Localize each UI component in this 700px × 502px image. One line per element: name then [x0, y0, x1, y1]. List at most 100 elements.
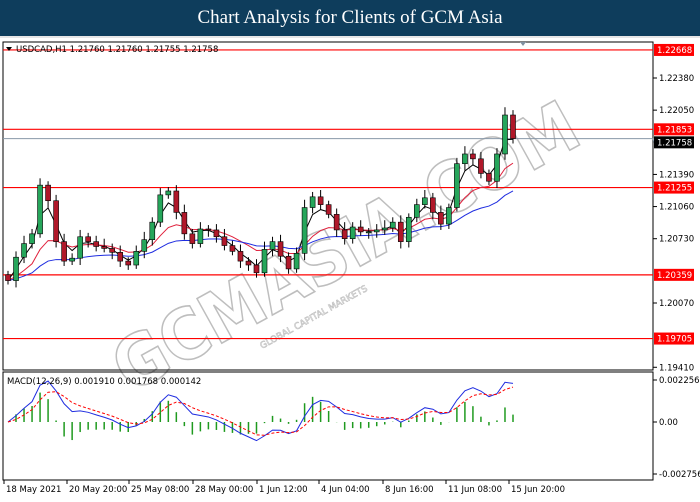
candle: [149, 217, 156, 246]
candle-body: [53, 200, 59, 242]
candle-body: [365, 231, 372, 234]
candle: [205, 225, 212, 237]
candle: [317, 190, 324, 210]
macd-header: MACD(12,26,9) 0.001910 0.001768 0.000142: [7, 377, 201, 387]
candle: [125, 257, 132, 270]
watermark: GCMASIA.COM GLOBAL CAPITAL MARKETS: [98, 84, 594, 409]
candle: [69, 253, 75, 266]
candle-body: [357, 226, 364, 233]
candle: [405, 213, 412, 248]
candle-body: [301, 207, 308, 254]
candle-body: [45, 184, 51, 202]
current-price-label: 1.21758: [657, 138, 692, 148]
y-tick-label: 1.22380: [659, 74, 694, 84]
x-tick-label: 18 May 2021: [6, 485, 61, 495]
level-label-bg: [654, 332, 694, 345]
candle: [133, 245, 140, 269]
candle: [109, 243, 116, 260]
ma-slow-line: [7, 190, 514, 282]
page-title: Chart Analysis for Clients of GCM Asia: [0, 0, 700, 36]
candle: [141, 231, 148, 259]
candle-body: [237, 251, 244, 262]
candle-body: [349, 226, 356, 240]
x-tick-label: 8 Jun 16:00: [385, 485, 434, 495]
candle-body: [293, 253, 300, 270]
candle-body: [13, 256, 19, 281]
candle: [470, 149, 476, 165]
candle: [197, 222, 204, 248]
candle: [341, 222, 348, 245]
symbol-header: USDCAD,H1 1.21760 1.21760 1.21755 1.2175…: [16, 45, 218, 55]
candle-body: [397, 221, 404, 242]
candle-body: [285, 255, 292, 270]
level-label: 1.21255: [657, 184, 692, 194]
watermark-brand: GCMASIA.COM: [98, 85, 593, 409]
candle: [229, 240, 236, 256]
candle: [277, 234, 284, 263]
candle: [373, 224, 380, 238]
candle-body: [109, 248, 116, 253]
candle-body: [229, 245, 236, 252]
candle-body: [405, 216, 412, 242]
candle-body: [381, 227, 388, 231]
candle-body: [245, 260, 252, 266]
candle: [269, 236, 276, 257]
candle-body: [317, 196, 324, 205]
candle: [101, 238, 107, 253]
candle: [53, 194, 59, 248]
candle-body: [470, 153, 476, 160]
x-tick-label: 15 Jun 20:00: [511, 485, 565, 495]
candle: [414, 198, 420, 223]
candle-body: [77, 236, 83, 259]
x-tick-label: 20 May 20:00: [69, 485, 127, 495]
chart-shift-marker-icon[interactable]: [520, 42, 526, 46]
candle: [301, 199, 308, 261]
candle-body: [213, 229, 220, 238]
candle-body: [189, 233, 196, 244]
candle-body: [478, 158, 484, 174]
candle: [45, 181, 51, 208]
y-tick-label: 1.21060: [659, 203, 694, 213]
candle: [446, 203, 452, 229]
y-tick-label: 1.21390: [659, 170, 694, 180]
chart-canvas[interactable]: GCMASIA.COM GLOBAL CAPITAL MARKETS 1.226…: [0, 38, 700, 502]
current-price-connector: [652, 138, 655, 143]
candle-body: [373, 229, 380, 233]
candle: [365, 227, 372, 239]
candle: [454, 157, 460, 212]
candle: [494, 148, 500, 189]
candle-body: [61, 241, 67, 262]
candle-body: [37, 184, 43, 235]
candle: [438, 205, 444, 230]
candle-body: [21, 243, 27, 258]
candle: [237, 244, 244, 268]
candle-body: [389, 221, 396, 229]
x-tick-label: 25 May 08:00: [131, 485, 189, 495]
candle-body: [446, 207, 452, 225]
candle-body: [173, 190, 180, 213]
chart-window[interactable]: GCMASIA.COM GLOBAL CAPITAL MARKETS 1.226…: [0, 36, 700, 502]
candle-body: [486, 173, 492, 182]
candle-body: [438, 212, 444, 225]
candle: [253, 259, 260, 278]
candle-body: [197, 228, 204, 244]
dropdown-triangle-icon[interactable]: [6, 47, 12, 51]
candle-body: [141, 239, 148, 252]
candle-body: [502, 114, 508, 155]
candle-body: [494, 153, 500, 182]
candle: [309, 191, 316, 214]
candle: [29, 228, 35, 249]
candle: [5, 270, 11, 285]
x-tick-label: 28 May 00:00: [195, 485, 253, 495]
macd-y-tick-label: 0.002256: [659, 376, 700, 386]
candle-body: [93, 241, 99, 247]
candle-body: [125, 260, 132, 266]
candle: [77, 229, 83, 266]
candle-body: [29, 233, 35, 244]
x-tick-label: 11 Jun 08:00: [448, 485, 502, 495]
macd-y-tick-label: 0.00: [659, 418, 678, 428]
macd-y-tick-label: -0.002756: [659, 470, 700, 480]
level-label: 1.20359: [657, 271, 692, 281]
candle: [85, 232, 91, 248]
candle: [502, 107, 508, 160]
